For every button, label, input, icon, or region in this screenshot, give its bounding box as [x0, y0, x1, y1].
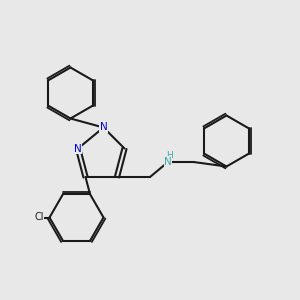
Text: N: N: [74, 143, 82, 154]
Text: N: N: [100, 122, 107, 133]
Text: Cl: Cl: [34, 212, 44, 223]
Text: H: H: [166, 151, 173, 160]
Text: N: N: [164, 157, 172, 167]
